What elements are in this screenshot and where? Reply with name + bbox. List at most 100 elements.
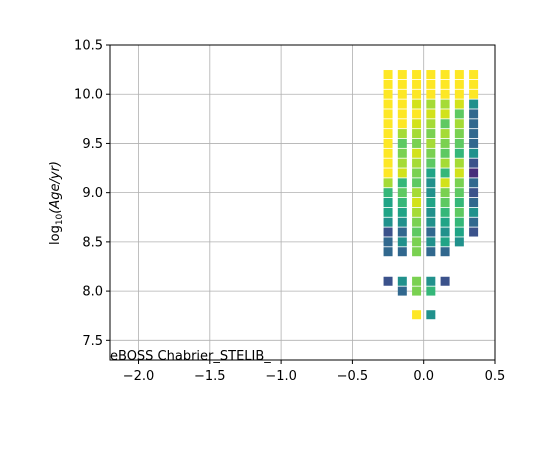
data-point [412, 129, 422, 139]
data-point [454, 70, 464, 80]
data-point [469, 198, 479, 207]
data-point [397, 178, 407, 188]
data-point [440, 129, 450, 139]
data-point [469, 138, 479, 148]
y-axis-label: log10(Age/yr) [48, 161, 65, 245]
data-point [412, 276, 422, 286]
x-tick-label: −1.5 [194, 369, 226, 384]
data-point [440, 207, 450, 217]
data-point [383, 198, 393, 207]
data-point [454, 227, 464, 237]
data-point [469, 79, 479, 89]
data-point [426, 109, 436, 119]
data-point [440, 148, 450, 158]
data-point [383, 99, 393, 109]
x-axis: −2.0 −1.5 −1.0 −0.5 0.0 0.5 [123, 360, 505, 384]
data-point [412, 207, 422, 217]
x-tick-label: −1.0 [265, 369, 297, 384]
data-point [454, 237, 464, 247]
data-point [426, 89, 436, 99]
data-point [454, 99, 464, 109]
data-point [383, 158, 393, 168]
y-tick-label: 10.5 [74, 39, 103, 54]
data-point [426, 99, 436, 109]
data-point [412, 89, 422, 99]
data-point [440, 178, 450, 188]
data-point [412, 79, 422, 89]
data-point [383, 237, 393, 247]
data-point [440, 188, 450, 198]
data-point [397, 227, 407, 237]
data-point [426, 188, 436, 198]
annotation-label: eBOSS Chabrier_STELIB_ [110, 349, 271, 364]
data-point [412, 310, 422, 320]
data-point [469, 89, 479, 99]
data-point [469, 227, 479, 237]
data-point [426, 276, 436, 286]
data-markers [383, 70, 479, 320]
data-point [440, 70, 450, 80]
data-point [397, 109, 407, 119]
data-point [469, 178, 479, 188]
data-point [426, 227, 436, 237]
data-point [383, 70, 393, 80]
data-point [469, 168, 479, 178]
data-point [454, 79, 464, 89]
data-point [426, 70, 436, 80]
data-point [426, 207, 436, 217]
data-point [397, 158, 407, 168]
data-point [454, 217, 464, 227]
x-tick-label: −0.5 [337, 369, 369, 384]
data-point [426, 178, 436, 188]
data-point [454, 168, 464, 178]
data-point [383, 227, 393, 237]
y-tick-label: 8.0 [82, 285, 103, 300]
data-point [383, 89, 393, 99]
data-point [440, 99, 450, 109]
data-point [397, 148, 407, 158]
data-point [412, 198, 422, 207]
data-point [469, 99, 479, 109]
x-tick-label: −2.0 [123, 369, 155, 384]
data-point [412, 178, 422, 188]
y-tick-label: 7.5 [82, 334, 103, 349]
data-point [426, 168, 436, 178]
data-point [440, 109, 450, 119]
data-point [440, 217, 450, 227]
data-point [383, 119, 393, 129]
data-point [397, 207, 407, 217]
y-tick-label: 9.0 [82, 186, 103, 201]
data-point [412, 138, 422, 148]
data-point [469, 70, 479, 80]
data-point [412, 227, 422, 237]
data-point [426, 237, 436, 247]
data-point [469, 119, 479, 129]
data-point [397, 89, 407, 99]
x-tick-label: 0.0 [413, 369, 434, 384]
data-point [383, 247, 393, 257]
data-point [383, 207, 393, 217]
data-point [397, 198, 407, 207]
y-tick-label: 9.5 [82, 137, 103, 152]
data-point [440, 158, 450, 168]
data-point [426, 119, 436, 129]
data-point [397, 217, 407, 227]
data-point [440, 276, 450, 286]
data-point [412, 237, 422, 247]
data-point [412, 119, 422, 129]
data-point [454, 198, 464, 207]
data-point [454, 129, 464, 139]
y-tick-label: 10.0 [74, 88, 103, 103]
data-point [412, 158, 422, 168]
data-point [454, 188, 464, 198]
data-point [412, 70, 422, 80]
plot-frame [109, 44, 496, 361]
data-point [426, 286, 436, 296]
data-point [412, 168, 422, 178]
data-point [426, 310, 436, 320]
data-point [454, 138, 464, 148]
data-point [397, 237, 407, 247]
data-point [383, 129, 393, 139]
data-point [454, 119, 464, 129]
